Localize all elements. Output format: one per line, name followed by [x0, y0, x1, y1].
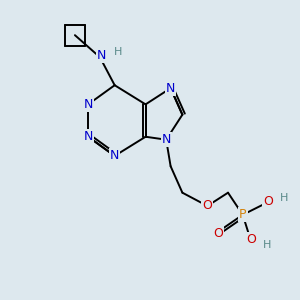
Text: O: O	[213, 227, 223, 240]
Text: O: O	[247, 233, 256, 246]
Text: P: P	[239, 208, 247, 221]
Text: N: N	[110, 149, 119, 162]
Text: N: N	[166, 82, 175, 95]
Text: N: N	[97, 49, 106, 62]
Text: H: H	[114, 47, 122, 57]
Text: N: N	[161, 133, 171, 146]
Text: O: O	[263, 195, 273, 208]
Text: N: N	[83, 98, 93, 111]
Text: N: N	[83, 130, 93, 143]
Text: H: H	[280, 193, 289, 203]
Text: H: H	[263, 240, 272, 250]
Text: O: O	[202, 200, 212, 212]
